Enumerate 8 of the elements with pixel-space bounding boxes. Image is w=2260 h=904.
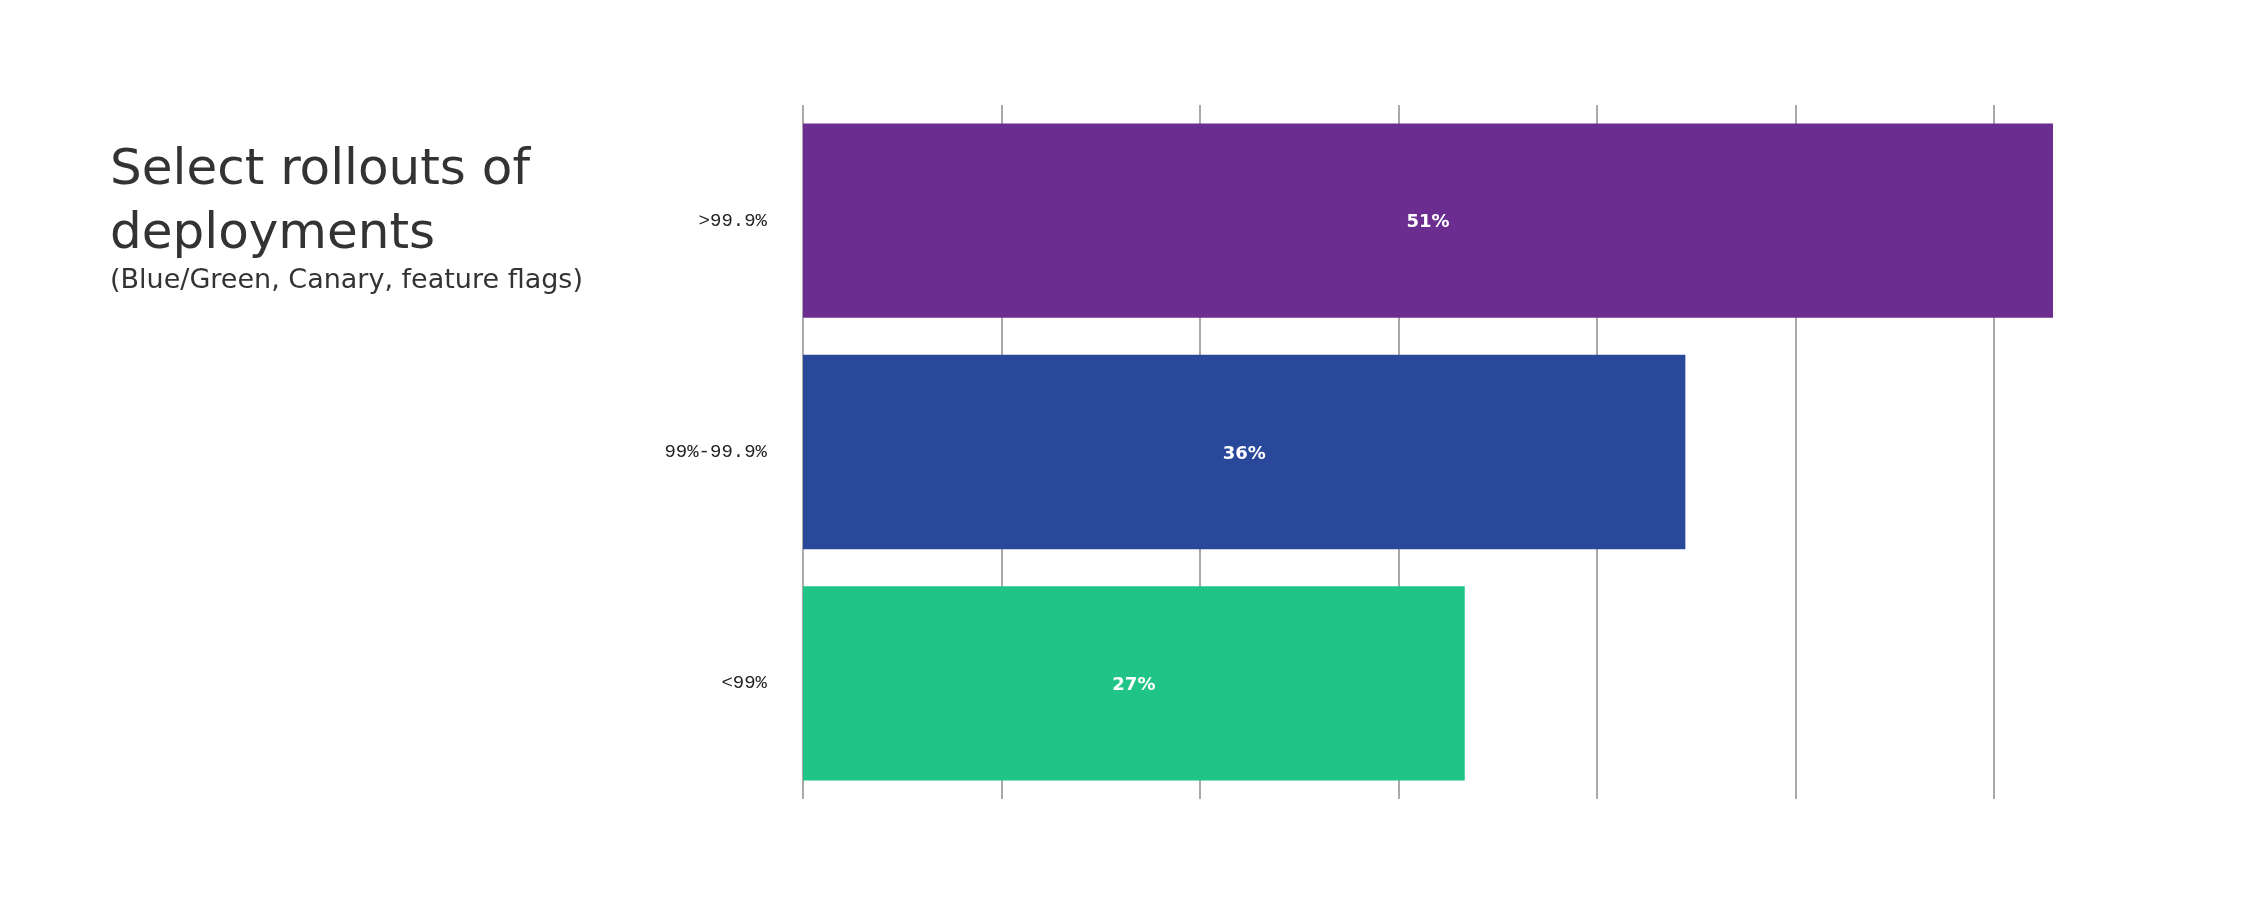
y-tick-label: >99.9% [698,209,768,232]
data-label: 27% [1112,672,1156,694]
y-tick-label: <99% [721,672,768,695]
text: Select rollouts of deployments [110,138,546,260]
data-label: 36% [1222,441,1266,463]
text: (Blue/Green, Canary, feature flags) [110,263,583,294]
data-label: 51% [1406,210,1450,232]
y-tick-label: 99%-99.9% [664,441,768,463]
